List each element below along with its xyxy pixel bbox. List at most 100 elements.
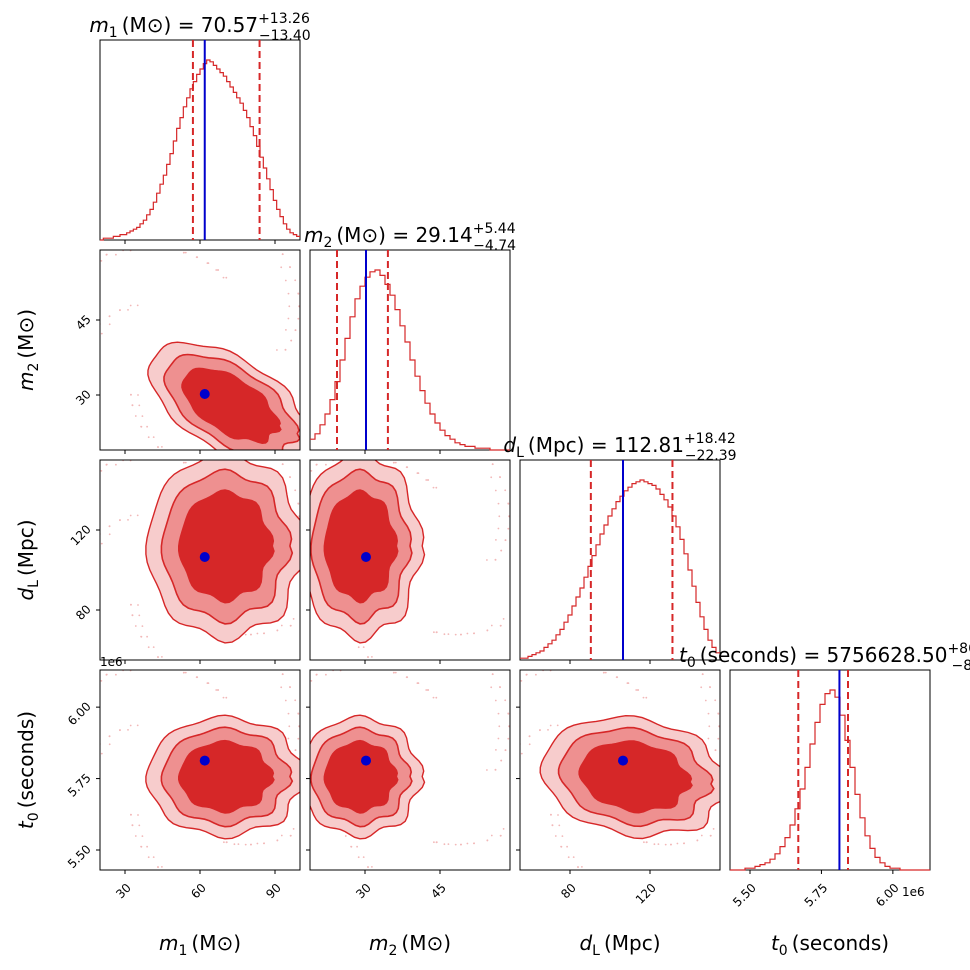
- sample-dot: [263, 632, 265, 635]
- sample-dot: [105, 463, 108, 466]
- sample-dot: [566, 845, 568, 848]
- sample-dot: [627, 682, 629, 684]
- sample-dot: [171, 875, 173, 877]
- hist-panel-m1: m1 (M⊙) = 70.57+13.26 −13.40: [89, 11, 311, 241]
- sample-dot: [216, 689, 219, 691]
- sample-dot: [137, 394, 139, 396]
- sample-dot: [371, 866, 373, 868]
- sample-dot: [325, 463, 327, 466]
- sample-dot: [572, 856, 575, 858]
- sample-dot: [154, 667, 156, 669]
- x-tick-label: 90: [263, 881, 284, 902]
- sample-dot: [154, 247, 156, 249]
- x-axis-label-dL: dL (Mpc): [579, 931, 660, 959]
- sample-dot: [557, 574, 559, 576]
- sample-dot: [225, 276, 228, 279]
- sample-dot: [707, 712, 710, 715]
- sample-dot: [284, 699, 287, 702]
- sample-dot: [349, 667, 351, 669]
- x-tick-label: 120: [633, 881, 659, 907]
- sample-dot: [736, 819, 738, 821]
- sample-dot: [547, 729, 549, 731]
- sample-dot: [90, 332, 92, 334]
- sample-dot: [535, 673, 537, 676]
- sample-dot: [181, 463, 183, 465]
- sample-dot: [645, 841, 648, 844]
- sample-dot: [683, 842, 685, 845]
- panel-frame: [309, 669, 511, 871]
- sample-dot: [426, 479, 429, 481]
- sample-dot: [490, 686, 493, 689]
- sample-dot: [492, 789, 494, 791]
- sample-dot: [141, 415, 144, 417]
- sample-dot: [261, 229, 263, 231]
- sample-dot: [581, 866, 583, 868]
- sample-dot: [325, 673, 327, 676]
- panel-frame: [519, 669, 721, 871]
- sample-dot: [229, 688, 231, 690]
- truth-marker: [199, 755, 210, 766]
- sample-dot: [139, 457, 141, 459]
- sample-dot: [526, 610, 528, 612]
- sample-dot: [212, 685, 214, 687]
- sample-dot: [417, 472, 419, 474]
- sample-dot: [560, 845, 563, 848]
- hist-panel-dL: dL (Mpc) = 112.81+18.42 −22.39: [503, 431, 737, 661]
- sample-dot: [524, 599, 526, 601]
- sample-dot: [422, 685, 424, 687]
- x-tick-label: 5.75: [802, 881, 831, 910]
- sample-dot: [131, 404, 134, 407]
- sample-dot: [507, 527, 510, 530]
- y-tick-label: 5.75: [65, 771, 94, 800]
- sample-dot: [526, 609, 528, 611]
- sample-dot: [471, 439, 473, 441]
- sample-dot: [491, 673, 494, 675]
- sample-dot: [537, 809, 539, 811]
- sample-dot: [303, 618, 305, 620]
- sample-dot: [421, 895, 423, 897]
- contour-inner: [323, 489, 399, 604]
- sample-dot: [709, 686, 711, 688]
- sample-dot: [140, 425, 143, 428]
- sample-dot: [591, 875, 593, 877]
- sample-dot: [712, 828, 715, 830]
- sample-dot: [108, 525, 111, 528]
- sample-dot: [327, 390, 329, 392]
- sample-dot: [392, 671, 395, 674]
- sample-dot: [405, 890, 407, 892]
- sample-dot: [514, 764, 516, 766]
- sample-dot: [557, 574, 559, 576]
- sample-dot: [100, 260, 103, 262]
- sample-dot: [539, 729, 541, 732]
- sample-dot: [211, 895, 213, 897]
- sample-dot: [498, 725, 501, 728]
- sample-dot: [168, 665, 170, 667]
- sample-dot: [504, 489, 507, 492]
- sample-dot: [146, 635, 149, 638]
- sample-dot: [152, 856, 155, 858]
- y-tick-label: 120: [68, 522, 94, 548]
- sample-dot: [310, 470, 313, 472]
- sample-dot: [261, 229, 263, 231]
- sample-dot: [244, 843, 247, 846]
- x-tick-label: 6.00: [873, 881, 902, 910]
- panel-title-m1: m1 (M⊙) = 70.57+13.26 −13.40: [89, 11, 310, 44]
- density-panel-dL-t0: [492, 669, 738, 877]
- sample-dot: [327, 389, 329, 391]
- sample-dot: [443, 843, 446, 846]
- sample-dot: [406, 680, 408, 682]
- sample-dot: [368, 457, 370, 459]
- sample-dot: [357, 856, 360, 859]
- sample-dot: [657, 843, 660, 845]
- sample-dot: [134, 625, 137, 627]
- sample-dot: [502, 803, 504, 805]
- sample-dot: [670, 843, 672, 846]
- sample-dot: [68, 819, 70, 821]
- sample-dot: [471, 649, 473, 651]
- sample-dot: [146, 425, 149, 428]
- sample-dot: [432, 696, 435, 699]
- sample-dot: [406, 890, 408, 892]
- sample-dot: [69, 384, 71, 386]
- sample-dot: [577, 866, 579, 868]
